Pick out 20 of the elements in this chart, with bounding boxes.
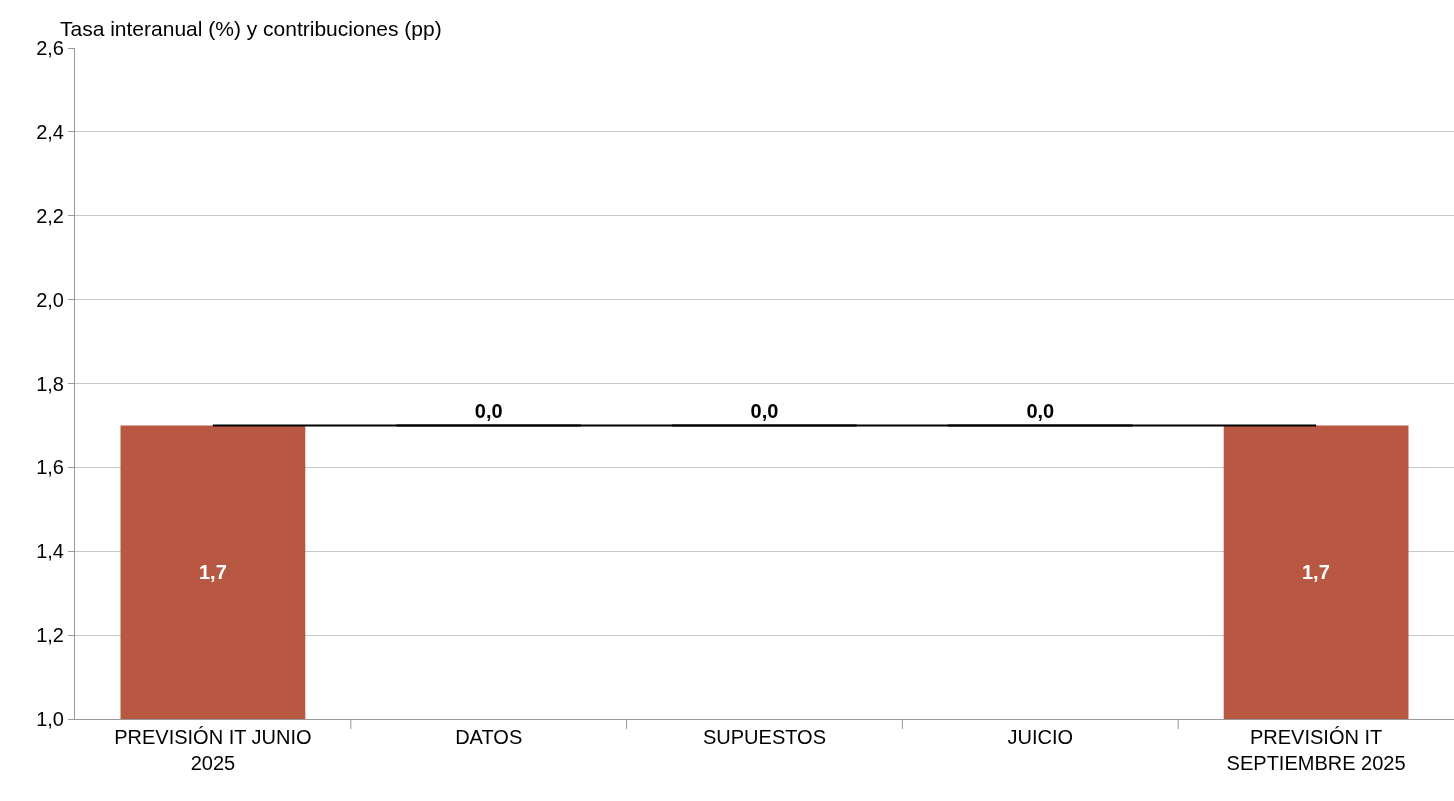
data-label: 1,7 xyxy=(1302,561,1330,583)
x-tick-label: DATOS xyxy=(455,726,523,748)
y-tick-label: 2,4 xyxy=(36,120,64,143)
x-tick-label: JUICIO xyxy=(1007,726,1074,748)
y-tick-label: 1,6 xyxy=(36,456,64,479)
y-tick-label: 2,2 xyxy=(36,204,64,227)
x-tick-label: PREVISIÓN IT JUNIO 2025 xyxy=(114,726,312,774)
x-tick-label: PREVISIÓN IT SEPTIEMBRE 2025 xyxy=(1226,726,1406,774)
y-tick-label: 1,4 xyxy=(36,540,64,563)
y-tick-label: 2,6 xyxy=(36,37,64,59)
y-axis-title: Tasa interanual (%) y contribuciones (pp) xyxy=(60,17,442,40)
x-tick-label: SUPUESTOS xyxy=(703,726,826,748)
data-label: 1,7 xyxy=(199,561,227,583)
y-tick-label: 1,2 xyxy=(36,624,64,647)
y-tick-label: 2,0 xyxy=(36,288,64,311)
data-label: 0,0 xyxy=(474,400,503,423)
data-label: 0,0 xyxy=(1026,400,1055,423)
y-tick-label: 1,8 xyxy=(36,372,64,395)
y-tick-label: 1,0 xyxy=(36,708,64,730)
data-label: 0,0 xyxy=(750,400,779,423)
